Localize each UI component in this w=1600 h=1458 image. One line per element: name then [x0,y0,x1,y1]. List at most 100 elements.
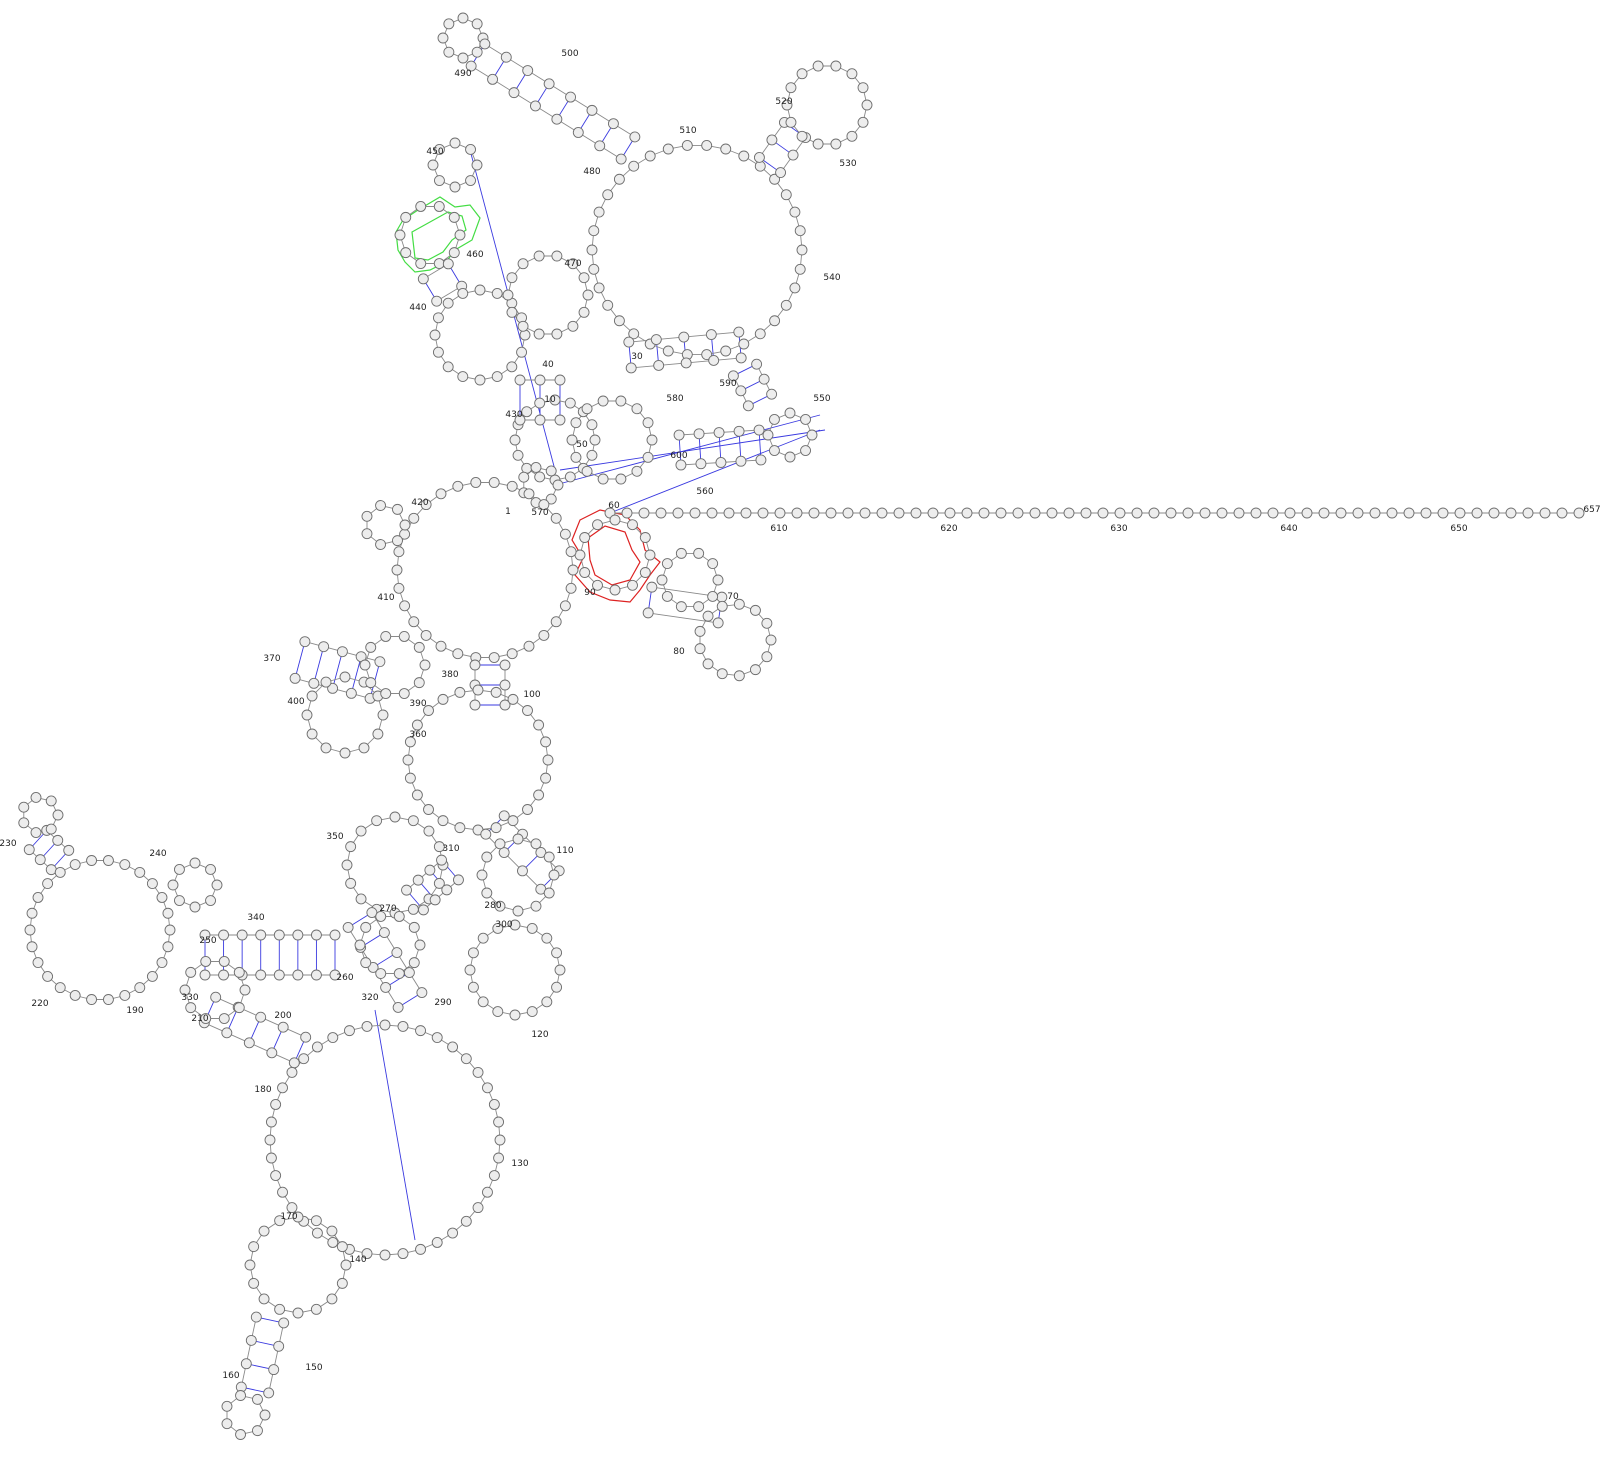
nucleotide [625,362,637,374]
nucleotide [199,929,211,941]
nucleotide [408,512,420,524]
nucleotide [597,473,609,485]
nucleotide [448,211,460,223]
nucleotide [910,507,922,519]
nucleotide [45,823,57,835]
nucleotide [221,1027,233,1039]
nucleotide [173,895,185,907]
nucleotide [735,455,747,467]
nucleotide [673,429,685,441]
nucleotide [218,1013,230,1024]
nucleotide [474,374,486,386]
nucleotide [705,329,717,341]
nucleotide [540,736,552,748]
position-label: 600 [670,451,687,461]
nucleotide [644,549,656,561]
nucleotide [781,99,793,111]
nucleotide [457,371,469,383]
nucleotide [588,263,600,275]
nucleotide [1148,507,1160,519]
nucleotide [472,1202,484,1214]
nucleotide [642,607,654,619]
nucleotide [286,1202,298,1214]
nucleotide [514,374,526,386]
base-pair [350,656,362,694]
nucleotide [514,414,526,426]
nucleotide [156,957,168,968]
nucleotide [69,990,81,1001]
nucleotide [780,299,792,311]
nucleotide [391,947,403,959]
nucleotide [265,1116,277,1128]
nucleotide [944,507,956,519]
nucleotide [586,104,598,116]
nucleotide [467,981,479,993]
nucleotide [465,175,477,187]
nucleotide [519,329,531,341]
nucleotide [646,434,658,446]
nucleotide [508,87,520,99]
position-label: 630 [1110,524,1127,534]
nucleotide [418,904,429,916]
nucleotide [1080,507,1092,519]
nucleotide [336,1241,348,1253]
nucleotide [375,500,386,511]
nucleotide [543,78,555,90]
nucleotide [379,1249,391,1261]
nucleotide [842,507,854,519]
nucleotide [857,116,869,128]
nucleotide [423,825,435,837]
nucleotide [292,969,304,981]
nucleotide [716,591,728,603]
nucleotide [354,939,366,951]
nucleotide [457,52,469,64]
nucleotide [210,991,222,1003]
nucleotide [472,1066,484,1078]
nucleotide [179,984,191,996]
nucleotide [706,507,718,519]
position-label: 150 [305,1363,322,1373]
nucleotide [509,434,521,446]
nucleotide [433,175,445,187]
nucleotide [675,601,687,613]
nucleotide [1046,507,1058,519]
nucleotide [780,189,792,201]
position-label: 90 [584,588,596,598]
nucleotide [522,804,533,815]
nucleotide [415,1243,426,1255]
nucleotide [465,143,477,155]
nucleotide [534,374,546,386]
nucleotide [173,863,185,875]
nucleotide [375,968,387,979]
nucleotide [469,659,481,671]
nucleotide [52,809,64,821]
backbone-strand [268,1322,285,1393]
nucleotide [189,901,201,913]
nucleotide [551,328,563,340]
nucleotide [564,471,576,483]
nucleotide [768,413,780,425]
nucleotide [707,591,719,602]
nucleotide [825,507,837,519]
nucleotide [787,149,799,161]
nucleotide [727,370,739,382]
nucleotide [769,315,781,327]
nucleotide [377,709,389,721]
long-range-pair [609,429,821,514]
position-label: 120 [531,1030,548,1040]
nucleotide [264,1134,276,1146]
nucleotide [18,801,30,813]
nucleotide [530,462,542,473]
nucleotide [530,838,542,850]
nucleotide [733,425,745,437]
nucleotide [45,795,57,807]
nucleotide [800,445,812,457]
nucleotide [507,693,519,705]
nucleotide [492,922,504,934]
backbone-strand [423,879,459,911]
nucleotide [435,488,447,500]
backbone-strand [406,859,442,891]
nucleotide [414,939,426,951]
position-label: 420 [411,498,428,508]
nucleotide [490,822,502,834]
